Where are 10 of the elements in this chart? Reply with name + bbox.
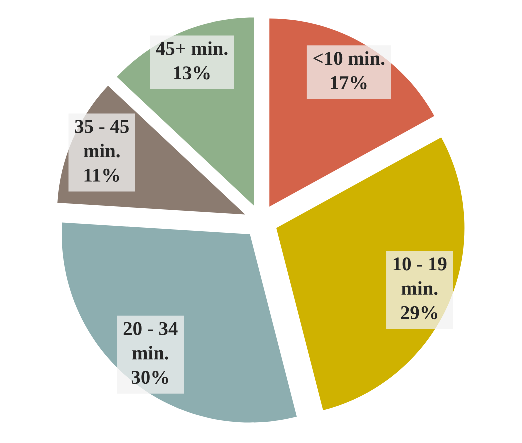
data-label: 30%: [132, 371, 168, 384]
slice-label: 20 - 34 min.: [124, 322, 178, 360]
slice-label: 45+ min.: [156, 42, 228, 56]
data-label: 29%: [401, 306, 438, 320]
data-label: 13%: [174, 66, 210, 80]
slice-label: 10 - 19 min.: [394, 258, 447, 296]
data-label: 17%: [331, 76, 367, 90]
slice-label: <10 min.: [314, 51, 385, 66]
slice-label: 35 - 45 min.: [75, 120, 129, 158]
data-label: 11%: [84, 168, 120, 182]
